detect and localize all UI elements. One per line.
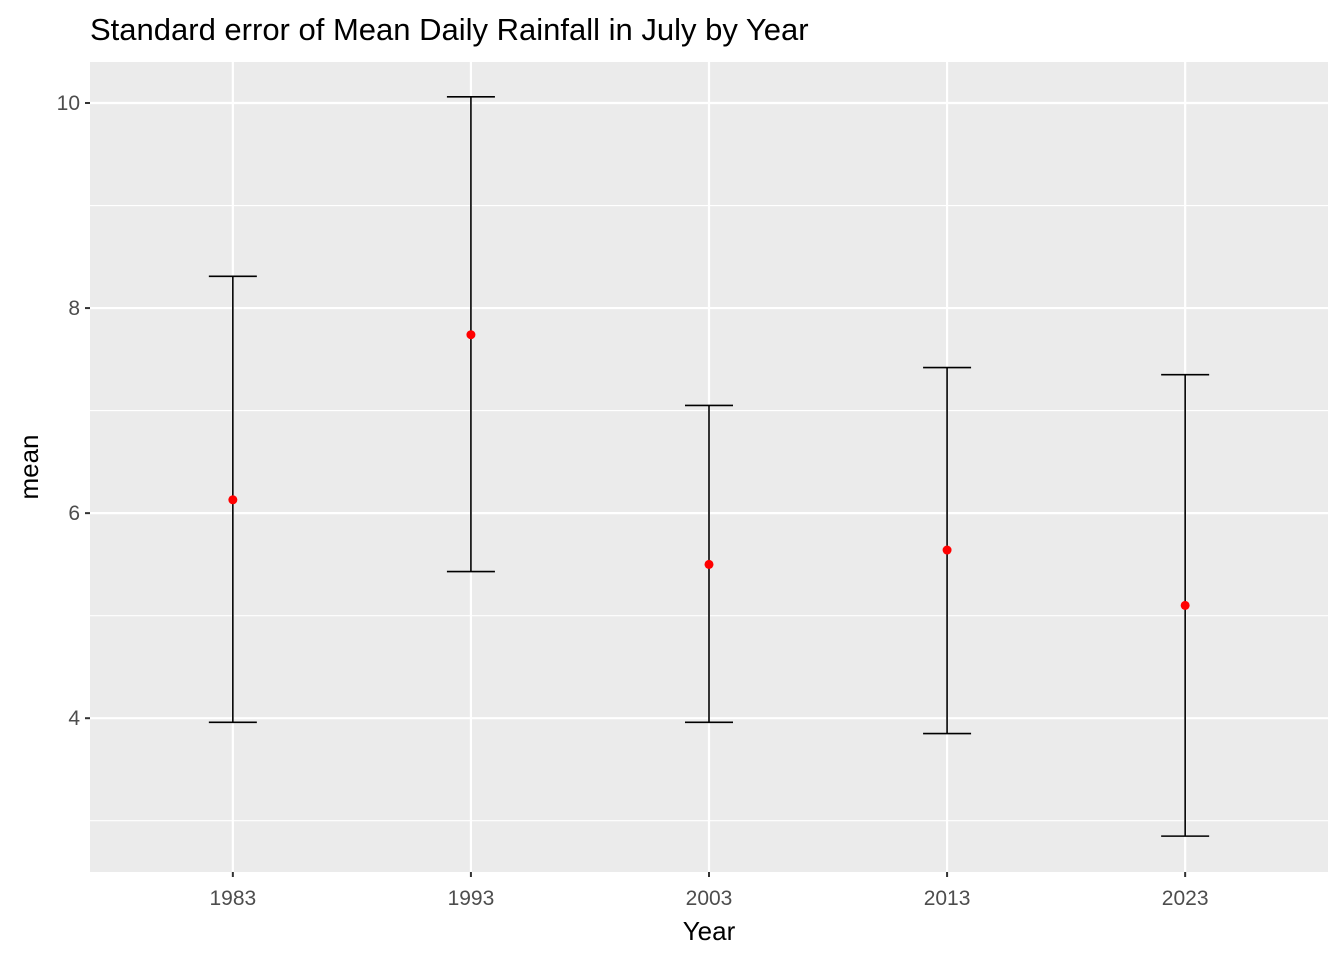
x-axis: 1983 1993 2003 2013 2023 <box>209 872 1209 910</box>
x-tick-label: 2003 <box>686 887 733 910</box>
y-tick-label: 8 <box>68 297 80 320</box>
x-axis-title: Year <box>683 916 736 946</box>
y-tick-label: 10 <box>57 92 80 115</box>
y-tick-label: 4 <box>68 707 80 730</box>
x-tick-label: 2023 <box>1162 887 1209 910</box>
mean-point-2023 <box>1180 600 1190 610</box>
mean-point-1983 <box>228 495 238 505</box>
x-tick-label: 2013 <box>924 887 971 910</box>
mean-point-1993 <box>466 330 476 340</box>
x-tick-label: 1993 <box>448 887 495 910</box>
y-tick-label: 6 <box>68 502 80 525</box>
mean-point-2003 <box>704 559 714 569</box>
mean-point-2013 <box>942 545 952 555</box>
chart-title: Standard error of Mean Daily Rainfall in… <box>90 12 809 47</box>
y-axis-title: mean <box>14 434 44 499</box>
x-tick-label: 1983 <box>209 887 256 910</box>
y-axis: 4 6 8 10 <box>57 92 90 730</box>
mean-points <box>228 330 1190 610</box>
